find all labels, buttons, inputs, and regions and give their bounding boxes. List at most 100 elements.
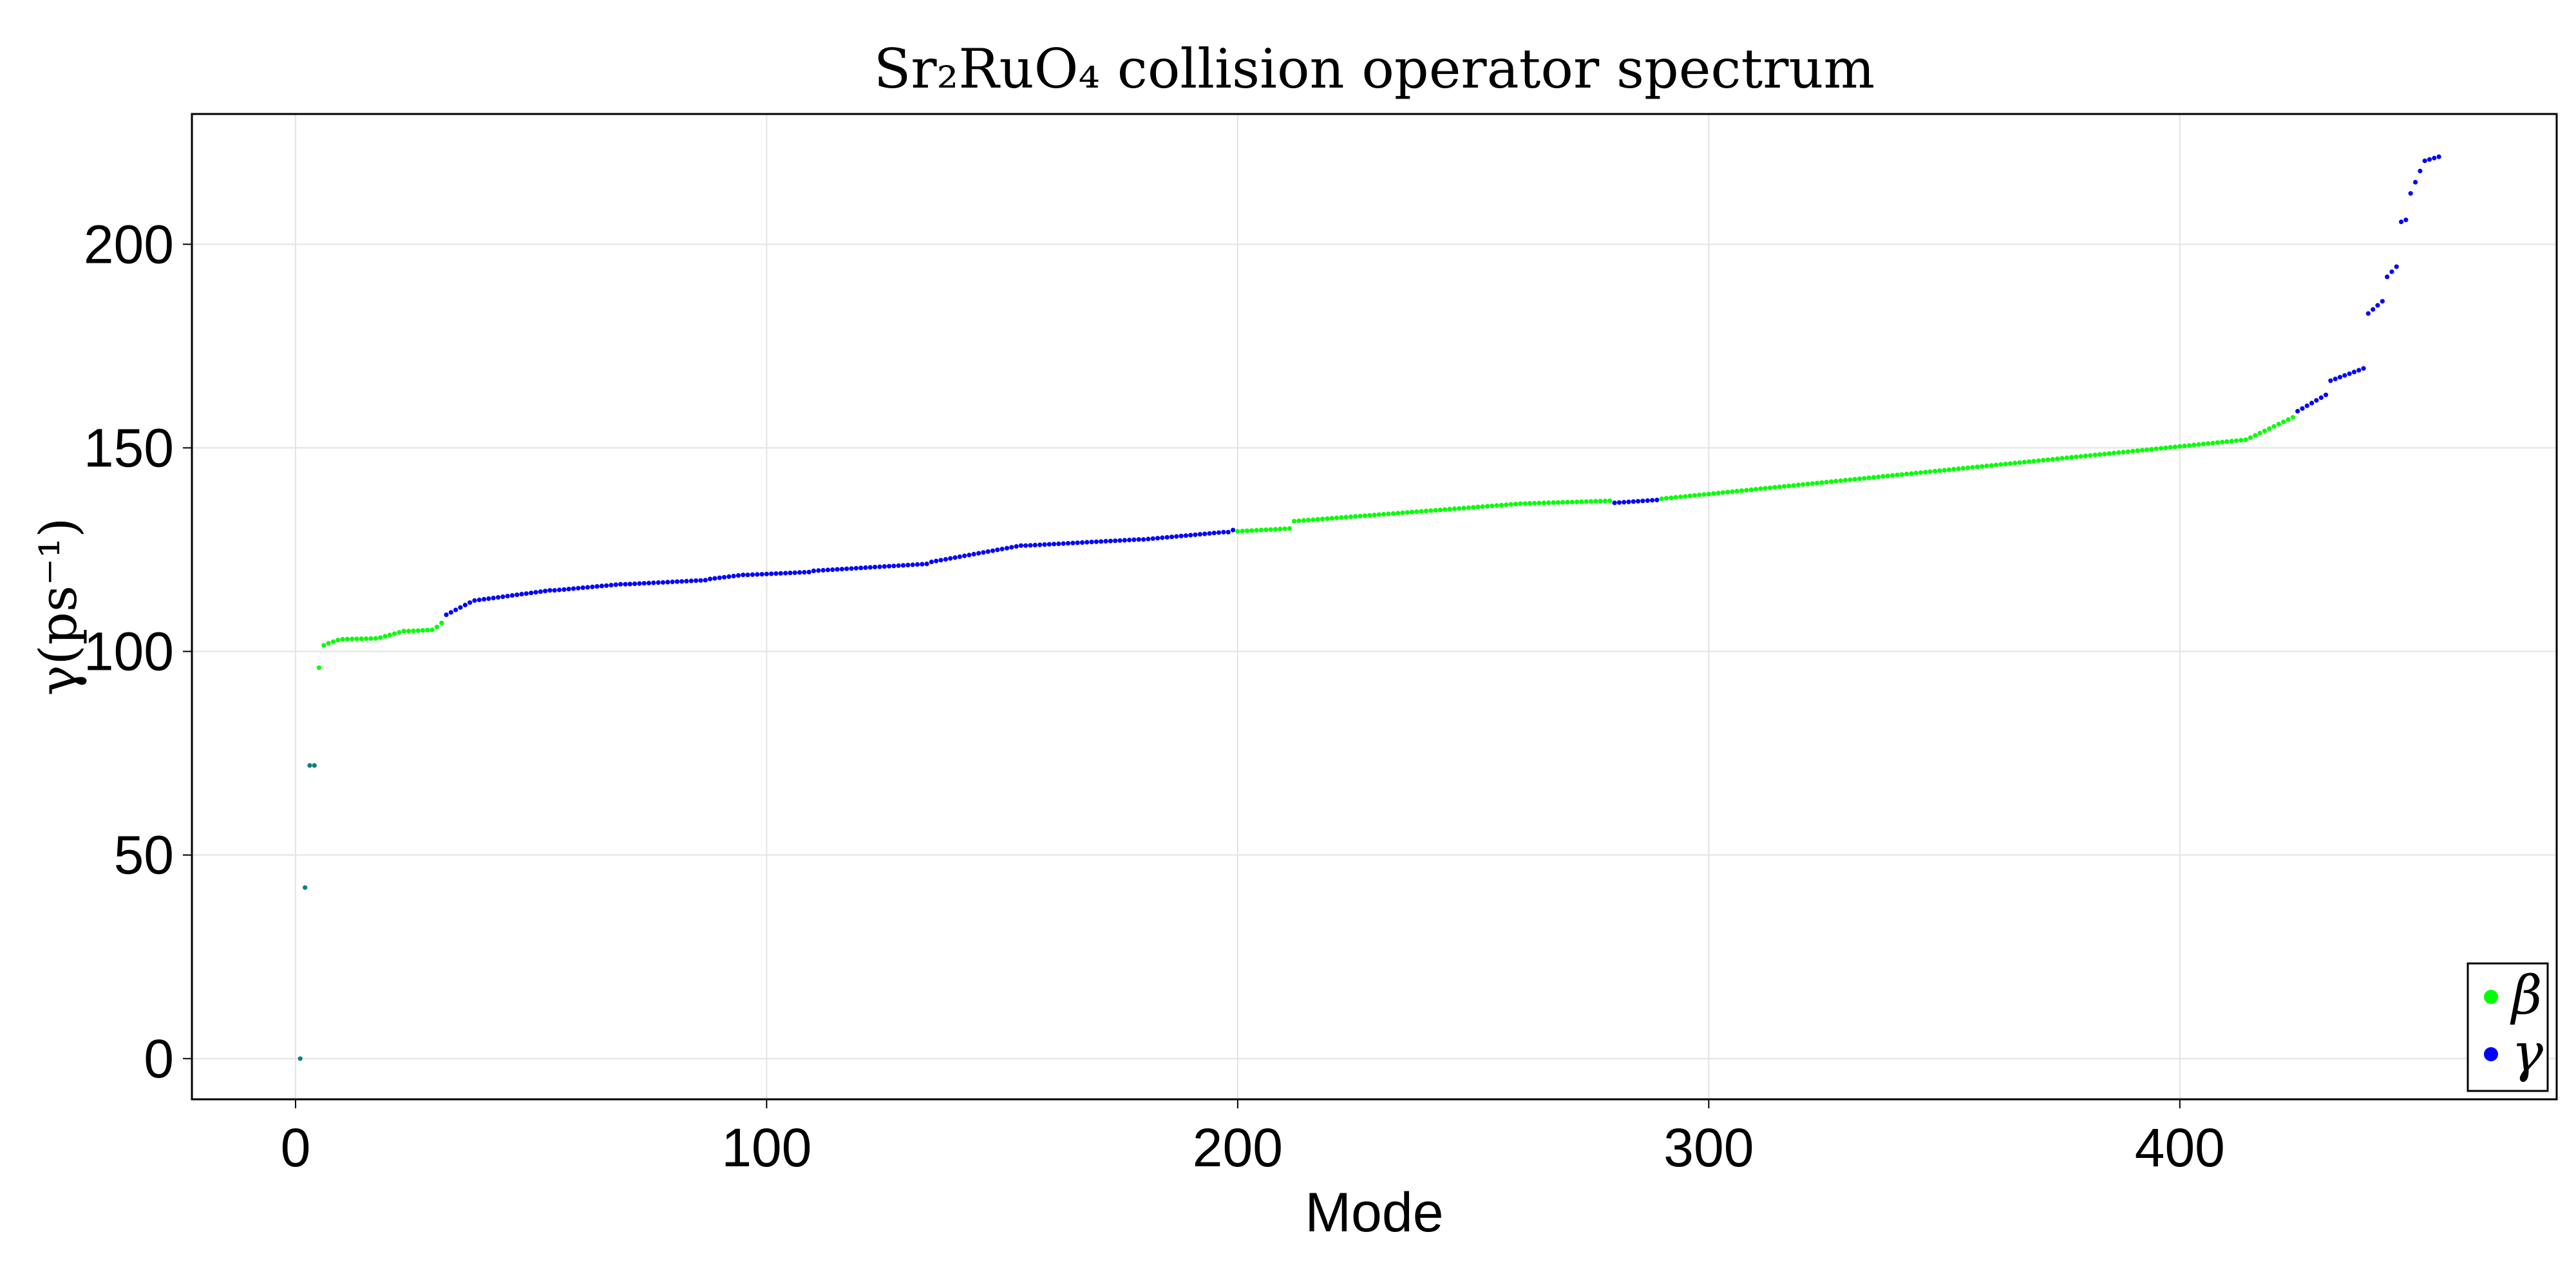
data-point: [430, 627, 435, 632]
data-point: [1372, 513, 1377, 518]
data-point: [2356, 368, 2362, 373]
data-point: [2389, 269, 2394, 274]
data-point: [1739, 488, 1745, 493]
data-point: [1956, 466, 1961, 471]
data-point: [867, 565, 873, 570]
data-point: [1777, 484, 1782, 489]
data-point: [1089, 540, 1094, 545]
data-point: [651, 580, 656, 585]
data-point: [1042, 542, 1047, 547]
data-point: [1437, 507, 1443, 513]
data-point: [2262, 428, 2268, 433]
data-point: [1871, 475, 1876, 480]
data-point: [2045, 457, 2050, 462]
data-point: [1217, 530, 1222, 535]
data-point: [929, 559, 934, 565]
data-point: [298, 1056, 303, 1061]
data-point: [1842, 478, 1848, 483]
x-tick-label: 0: [281, 1117, 311, 1178]
data-point: [2324, 392, 2329, 397]
data-point: [967, 553, 972, 558]
data-point: [468, 600, 473, 605]
data-point: [957, 554, 962, 560]
data-point: [2177, 444, 2183, 449]
data-point: [1663, 496, 1669, 501]
data-point: [547, 588, 553, 593]
data-point: [604, 583, 609, 588]
data-point: [1311, 517, 1316, 522]
data-point: [1240, 529, 1245, 534]
data-point: [2149, 447, 2154, 452]
data-point: [1772, 485, 1777, 490]
data-point: [858, 565, 864, 571]
data-point: [1532, 500, 1537, 506]
x-tick-label: 200: [1193, 1117, 1283, 1178]
data-point: [1414, 509, 1419, 515]
data-point: [1960, 466, 1965, 471]
data-point: [2036, 458, 2041, 463]
data-point: [1075, 540, 1080, 545]
data-point: [1254, 527, 1259, 533]
data-point: [641, 581, 647, 586]
data-point: [1574, 499, 1580, 504]
data-point: [1584, 499, 1589, 504]
data-point: [1805, 481, 1810, 487]
data-point: [788, 571, 793, 576]
data-point: [2239, 437, 2244, 443]
data-point: [2408, 191, 2413, 196]
data-point: [1697, 492, 1702, 498]
data-point: [1386, 511, 1391, 516]
data-point: [444, 612, 449, 618]
y-tick-label: 150: [84, 417, 174, 478]
data-point: [1320, 516, 1325, 522]
data-point: [2145, 447, 2150, 452]
data-point: [2107, 451, 2112, 456]
data-point: [519, 592, 524, 597]
data-point: [1480, 504, 1485, 509]
plot-frame: [191, 113, 2558, 1101]
data-point: [594, 584, 600, 589]
data-point: [1014, 544, 1019, 549]
data-point: [448, 610, 453, 615]
data-point: [1927, 469, 1933, 474]
data-point: [2342, 373, 2347, 378]
data-point: [529, 591, 534, 596]
data-point: [2394, 264, 2399, 269]
data-point: [2253, 433, 2258, 438]
data-point: [2017, 460, 2022, 465]
data-point: [316, 665, 322, 670]
data-point: [566, 587, 571, 592]
data-point: [2413, 180, 2418, 185]
data-point: [2163, 445, 2168, 451]
data-point: [2337, 375, 2343, 380]
data-point: [1678, 494, 1683, 500]
data-point: [2365, 311, 2371, 316]
legend-label-gamma: γ: [2512, 1023, 2544, 1084]
data-point: [1353, 514, 1358, 519]
axis-ticks: 0 100 200 300 400 0 50 100 150 200: [84, 214, 2225, 1178]
data-point: [2186, 443, 2192, 448]
data-point: [1282, 526, 1287, 531]
data-point: [373, 636, 378, 641]
data-point: [670, 579, 675, 585]
data-point: [999, 546, 1005, 552]
data-point: [2380, 299, 2385, 304]
data-point: [726, 574, 732, 580]
data-point: [1993, 462, 1999, 468]
data-point: [2347, 371, 2352, 376]
data-point: [674, 579, 679, 584]
data-point: [1824, 480, 1829, 485]
data-point: [2102, 451, 2107, 457]
data-point: [1490, 503, 1495, 509]
data-point: [425, 627, 430, 633]
data-point: [580, 585, 585, 591]
data-point: [368, 636, 374, 641]
data-point: [1522, 501, 1528, 506]
data-point: [2192, 442, 2197, 448]
x-tick-label: 400: [2135, 1117, 2225, 1178]
data-point: [1146, 536, 1151, 542]
data-point: [1607, 498, 1613, 504]
data-point: [1258, 527, 1264, 533]
data-point: [688, 578, 694, 583]
